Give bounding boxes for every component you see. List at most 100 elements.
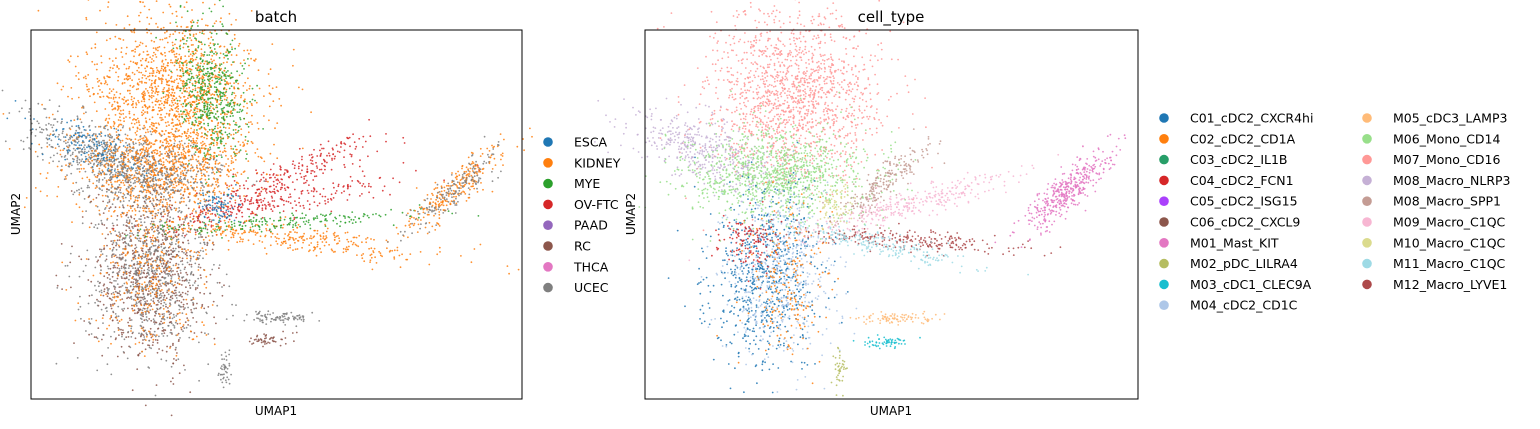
scatter-point: [180, 151, 183, 154]
scatter-point: [269, 93, 272, 96]
scatter-point: [140, 143, 143, 145]
scatter-point: [180, 196, 183, 199]
scatter-point: [250, 121, 252, 123]
scatter-point: [178, 226, 181, 229]
scatter-point: [178, 144, 181, 147]
scatter-point: [226, 97, 229, 99]
scatter-point: [163, 67, 166, 70]
scatter-point: [58, 160, 60, 163]
scatter-point: [192, 131, 194, 134]
scatter-point: [200, 126, 203, 129]
scatter-point: [133, 31, 136, 34]
scatter-point: [130, 169, 132, 172]
scatter-point: [179, 272, 182, 274]
scatter-point: [162, 157, 165, 160]
scatter-point: [224, 83, 227, 86]
scatter-point: [221, 169, 223, 171]
scatter-point: [100, 141, 103, 144]
scatter-point: [228, 105, 231, 108]
scatter-point: [95, 150, 97, 152]
scatter-point: [120, 267, 123, 270]
scatter-point: [64, 265, 67, 267]
scatter-point: [224, 183, 227, 185]
scatter-point: [145, 276, 148, 279]
scatter-point: [199, 242, 202, 245]
scatter-point: [221, 294, 224, 297]
scatter-point: [100, 172, 103, 175]
scatter-point: [214, 64, 217, 67]
scatter-point: [234, 173, 237, 176]
scatter-point: [173, 358, 175, 360]
scatter-point: [199, 62, 202, 65]
scatter-point: [197, 155, 200, 158]
scatter-point: [239, 103, 242, 106]
scatter-point: [176, 118, 179, 121]
scatter-point: [117, 105, 120, 108]
scatter-point: [184, 178, 187, 181]
scatter-point: [141, 137, 144, 140]
scatter-point: [171, 297, 174, 300]
scatter-point: [169, 261, 172, 264]
scatter-point: [257, 155, 260, 158]
scatter-point: [74, 149, 77, 152]
scatter-point: [238, 111, 241, 113]
scatter-point: [121, 139, 124, 142]
scatter-point: [206, 113, 209, 116]
scatter-point: [131, 155, 133, 158]
scatter-point: [109, 150, 112, 153]
scatter-point: [174, 156, 177, 159]
scatter-point: [233, 97, 236, 99]
scatter-point: [141, 92, 143, 95]
scatter-point: [173, 138, 176, 141]
scatter-point: [201, 158, 204, 161]
scatter-point: [171, 121, 174, 124]
scatter-point: [203, 102, 206, 105]
scatter-point: [113, 64, 115, 66]
scatter-point: [219, 103, 222, 106]
scatter-point: [119, 129, 122, 132]
scatter-point: [93, 143, 95, 146]
scatter-point: [120, 331, 123, 334]
scatter-point: [201, 75, 204, 77]
scatter-point: [75, 125, 78, 127]
scatter-point: [175, 78, 178, 81]
scatter-point: [105, 81, 107, 84]
scatter-point: [91, 156, 93, 159]
scatter-point: [122, 197, 125, 200]
scatter-point: [115, 71, 117, 74]
scatter-point: [75, 181, 78, 184]
scatter-point: [179, 6, 182, 8]
scatter-point: [197, 40, 200, 43]
scatter-point: [171, 273, 174, 276]
scatter-point: [76, 159, 78, 162]
scatter-point: [187, 119, 190, 122]
scatter-point: [98, 173, 100, 176]
scatter-point: [157, 240, 160, 243]
scatter-point: [116, 194, 118, 197]
scatter-point: [218, 76, 220, 79]
scatter-point: [104, 207, 107, 209]
scatter-point: [171, 255, 174, 258]
scatter-point: [111, 203, 114, 206]
scatter-point: [167, 121, 169, 123]
scatter-point: [231, 76, 234, 79]
scatter-point: [142, 298, 145, 301]
scatter-point: [50, 139, 53, 142]
scatter-point: [170, 277, 173, 280]
scatter-point: [249, 85, 251, 87]
scatter-point: [172, 159, 174, 161]
scatter-point: [185, 157, 187, 160]
scatter-point: [184, 321, 187, 324]
scatter-point: [153, 122, 156, 125]
scatter-point: [69, 261, 72, 264]
scatter-point: [144, 67, 147, 70]
scatter-point: [146, 175, 149, 178]
scatter-point: [160, 320, 163, 323]
scatter-point: [165, 83, 168, 86]
scatter-point: [214, 97, 217, 100]
scatter-point: [170, 75, 173, 78]
scatter-point: [58, 133, 60, 136]
scatter-point: [78, 255, 80, 258]
scatter-point: [138, 210, 141, 213]
scatter-point: [153, 108, 155, 111]
